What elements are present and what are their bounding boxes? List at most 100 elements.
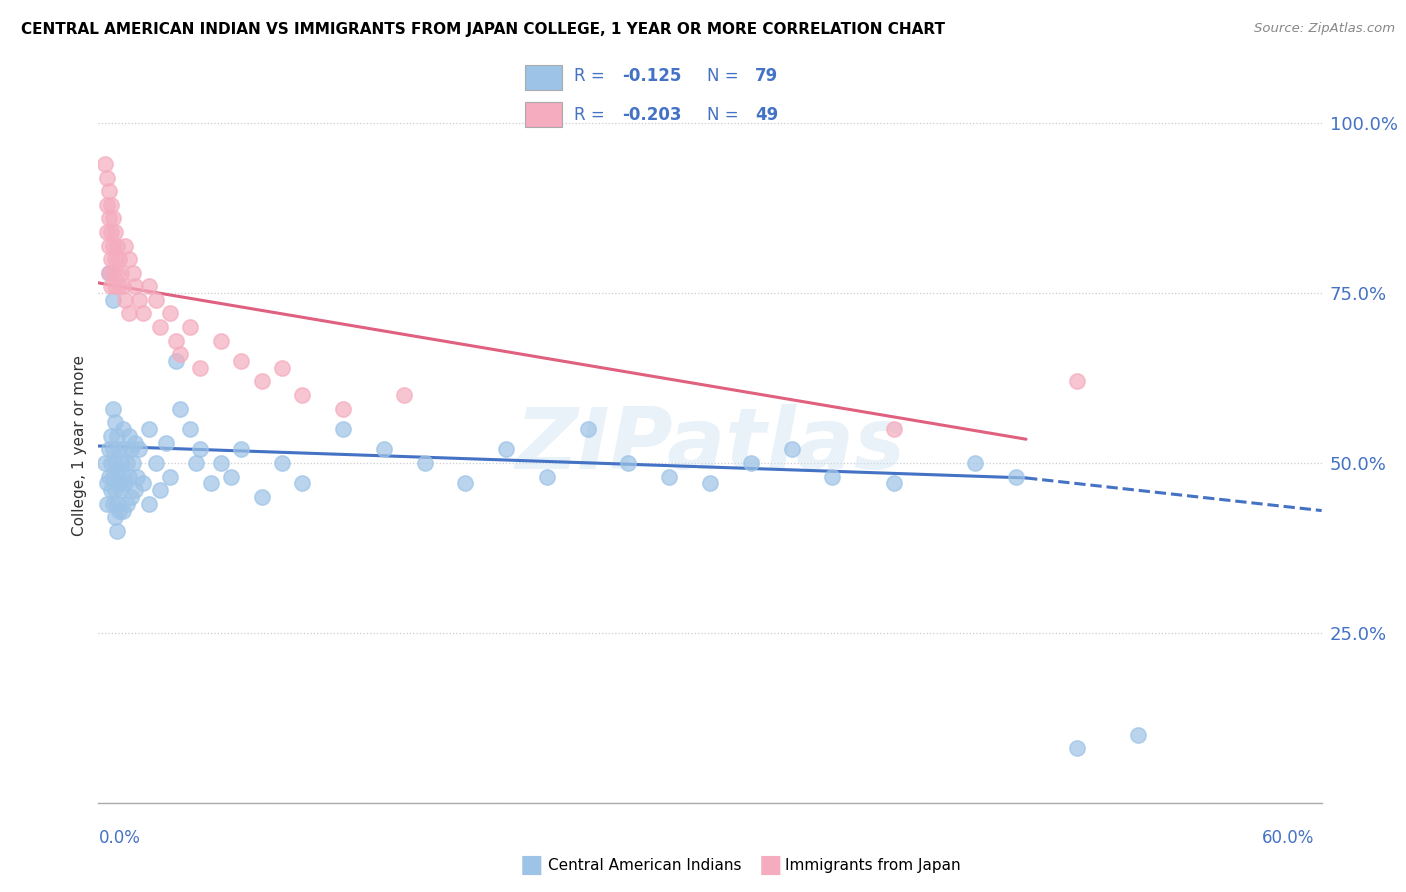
Point xyxy=(821,469,844,483)
Point xyxy=(209,456,232,470)
Point xyxy=(110,483,132,498)
Point xyxy=(270,360,294,375)
Point xyxy=(104,415,127,429)
Text: R =: R = xyxy=(574,68,610,86)
Point xyxy=(120,490,142,504)
Point xyxy=(413,456,436,470)
Point xyxy=(291,388,314,402)
Point xyxy=(96,198,118,212)
Point xyxy=(128,442,150,457)
Text: ■: ■ xyxy=(759,854,783,877)
Text: -0.203: -0.203 xyxy=(621,105,682,123)
Point xyxy=(97,442,120,457)
Point xyxy=(114,238,136,252)
Text: N =: N = xyxy=(707,105,744,123)
Point xyxy=(101,293,124,307)
Point xyxy=(96,476,118,491)
Point xyxy=(149,320,172,334)
Point xyxy=(145,456,167,470)
Point xyxy=(93,456,115,470)
Point xyxy=(105,497,128,511)
Point xyxy=(105,524,128,538)
Point xyxy=(97,211,120,226)
Point xyxy=(108,252,131,266)
Text: N =: N = xyxy=(707,68,744,86)
Point xyxy=(111,469,134,483)
Point xyxy=(97,238,120,252)
Point xyxy=(658,469,681,483)
Point xyxy=(101,442,124,457)
Y-axis label: College, 1 year or more: College, 1 year or more xyxy=(72,356,87,536)
Point xyxy=(124,483,146,498)
Point xyxy=(110,456,132,470)
Text: Central American Indians: Central American Indians xyxy=(548,858,742,872)
Point xyxy=(101,211,124,226)
Point xyxy=(104,510,127,524)
Point xyxy=(111,503,134,517)
Text: R =: R = xyxy=(574,105,610,123)
Point xyxy=(128,293,150,307)
Point xyxy=(105,463,128,477)
Text: ZIPatlas: ZIPatlas xyxy=(515,404,905,488)
Point xyxy=(1004,469,1026,483)
Point xyxy=(122,266,145,280)
Point xyxy=(118,306,141,320)
Point xyxy=(1128,728,1150,742)
Point xyxy=(100,279,122,293)
Point xyxy=(883,422,905,436)
Point xyxy=(1066,741,1088,756)
Text: 79: 79 xyxy=(755,68,779,86)
Point xyxy=(188,442,212,457)
Point xyxy=(104,225,127,239)
Point xyxy=(105,266,128,280)
Point xyxy=(100,483,122,498)
Point xyxy=(108,442,131,457)
Point xyxy=(104,483,127,498)
Point xyxy=(169,347,191,361)
Point xyxy=(97,469,120,483)
Point xyxy=(93,157,115,171)
Point xyxy=(132,476,155,491)
Point xyxy=(332,401,354,416)
Point xyxy=(231,354,253,368)
Point xyxy=(780,442,803,457)
Point xyxy=(965,456,987,470)
Point xyxy=(96,225,118,239)
Point xyxy=(138,279,160,293)
Point xyxy=(97,266,120,280)
Point xyxy=(111,422,134,436)
Point xyxy=(110,266,132,280)
Point xyxy=(105,429,128,443)
Text: Source: ZipAtlas.com: Source: ZipAtlas.com xyxy=(1254,22,1395,36)
Point xyxy=(115,456,138,470)
Point xyxy=(165,354,187,368)
Point xyxy=(101,469,124,483)
Point xyxy=(114,442,136,457)
Point xyxy=(250,375,273,389)
Point xyxy=(118,252,141,266)
FancyBboxPatch shape xyxy=(526,64,561,90)
Point xyxy=(108,279,131,293)
Point xyxy=(145,293,167,307)
Point xyxy=(100,456,122,470)
Point xyxy=(120,442,142,457)
Point xyxy=(115,497,138,511)
Point xyxy=(169,401,191,416)
Point xyxy=(617,456,640,470)
Text: 60.0%: 60.0% xyxy=(1263,830,1315,847)
Point xyxy=(104,456,127,470)
Point xyxy=(104,252,127,266)
Point xyxy=(392,388,416,402)
Point xyxy=(373,442,395,457)
Point xyxy=(1066,375,1088,389)
Point xyxy=(159,306,181,320)
Point xyxy=(291,476,314,491)
Point xyxy=(270,456,294,470)
Point xyxy=(114,476,136,491)
Point xyxy=(186,456,208,470)
Point xyxy=(97,266,120,280)
Point xyxy=(100,198,122,212)
Point xyxy=(118,469,141,483)
Point xyxy=(118,429,141,443)
Point xyxy=(699,476,721,491)
